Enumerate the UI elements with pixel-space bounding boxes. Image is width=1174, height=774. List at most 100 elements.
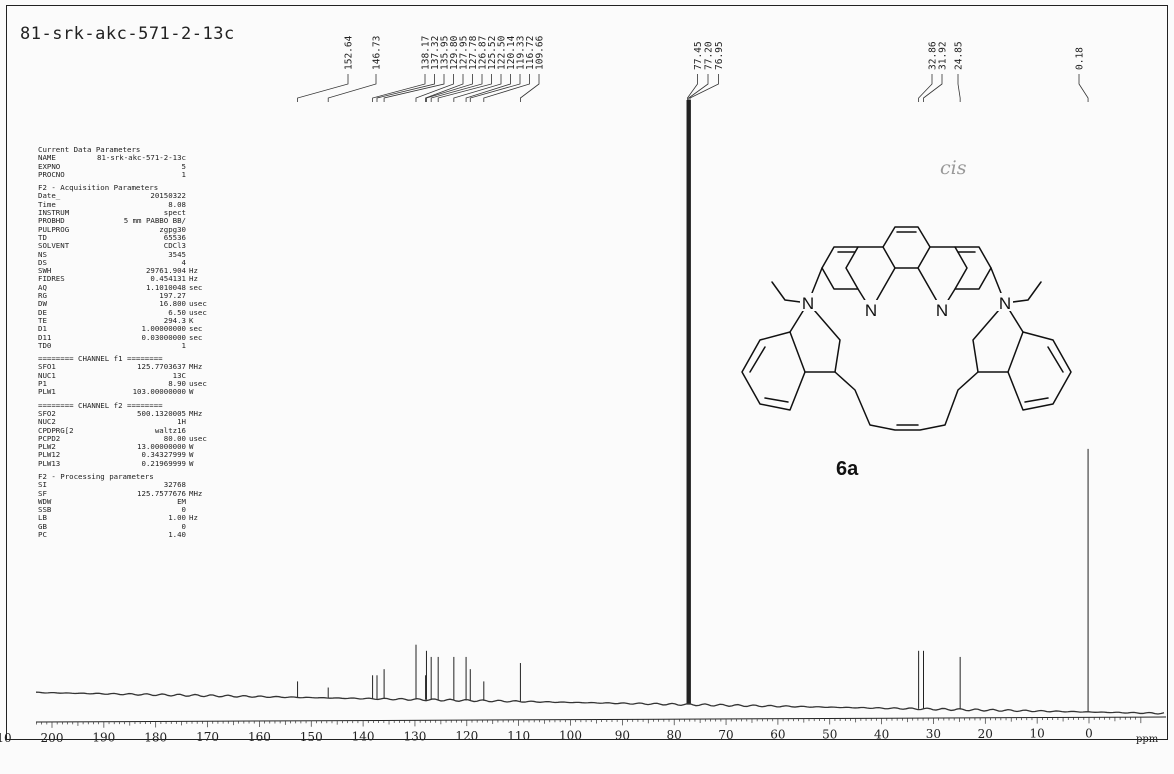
param-key: PLW12 [38,450,61,460]
indole-right-pyrrole [972,302,1024,373]
param-value: 65536 [163,232,186,242]
param-value: 32768 [163,480,186,490]
axis-tick-label-11: 100 [559,729,582,743]
param-value: 125.7703637 [137,362,186,372]
peak-label-3: 137.32 [430,36,441,70]
param-row-gb: GB 0 [38,521,219,531]
param-unit: W [189,387,194,397]
param-value: 0.03000000 [141,332,187,342]
peak-label-17: 76.95 [714,41,725,70]
param-value: 197.27 [159,291,186,301]
axis-tick-label-7: 140 [352,730,375,744]
param-key: PLW2 [38,442,56,452]
param-row-nuc2: NUC2 1H [38,417,219,426]
param-key: PC [38,530,47,540]
param-unit: MHz [189,408,203,418]
param-value: 1 [181,169,186,179]
param-row-pulprog: PULPROG zgpg30 [38,224,219,234]
peak-leader-9 [437,74,492,102]
param-row-si: SI 32768 [38,480,219,490]
param-row-name: NAME 81-srk-akc-571-2-13c [38,153,219,162]
param-key: SSB [38,505,52,515]
param-row-p1: P1 8.90 usec [38,379,219,389]
peak-label-8: 126.87 [478,36,489,70]
nitrogen-atom-label-3: N [999,294,1011,313]
peak-leader-19 [923,74,943,102]
current-params-list: NAME 81-srk-akc-571-2-13c EXPNO 5 PROCNO 1 [38,153,219,179]
channel-f1-header: ======== CHANNEL f1 ======== [38,354,163,364]
param-row-plw12: PLW12 0.34327999 W [38,450,219,460]
param-key: PULPROG [38,224,70,234]
param-unit: usec [189,379,207,389]
peak-label-21: 0.18 [1075,47,1086,70]
param-key: CPDPRG[2 [38,425,74,435]
param-key: SI [38,480,47,490]
param-key: PROBHD [38,216,65,226]
param-row-ds: DS 4 [38,257,219,267]
handwritten-cis-note: cis [940,157,967,179]
param-value: 1.00000000 [141,324,187,334]
param-unit: usec [189,299,207,309]
param-key: DS [38,257,47,267]
param-key: GB [38,521,47,531]
param-row-expno: EXPNO 5 [38,161,219,171]
param-key: P1 [38,379,47,389]
param-key: Time [38,199,56,209]
param-key: PCPD2 [38,433,61,443]
nitrogen-atom-label-1: N [936,301,948,320]
param-row-sfo2: SFO2 500.1320005 MHz [38,408,219,418]
axis-tick-label-9: 120 [455,729,478,743]
axis-tick-label-14: 70 [718,728,733,742]
param-unit: W [189,442,194,452]
channel-f1-list: SFO1 125.7703637 MHz NUC1 13C P1 8.90 usec PLW1 1… [38,363,219,396]
param-value: 125.7577676 [137,488,186,498]
param-unit: usec [189,433,207,443]
param-key: PLW1 [38,387,56,397]
nitrogen-atom-label-0: N [865,301,877,320]
param-value: 500.1320005 [137,408,186,418]
param-value: 0.454131 [150,274,186,284]
param-value: 16.800 [159,299,186,309]
param-unit: MHz [189,488,203,498]
indole-right-benzene-inner [1024,346,1064,403]
peak-label-6: 127.95 [459,36,470,70]
axis-tick-label-15: 60 [770,728,785,742]
phenanthroline-central-ring [882,226,931,269]
param-value: zgpg30 [159,224,186,234]
axis-line [35,716,1167,723]
axis-tick-label-3: 180 [144,730,167,744]
param-key: SWH [38,266,52,276]
param-unit: Hz [189,266,198,276]
axis-tick-label-13: 80 [667,728,682,742]
channel-f2-list: SFO2 500.1320005 MHz NUC2 1H CPDPRG[2 waltz16 P… [38,408,219,468]
param-value: 3545 [168,249,186,259]
param-unit: sec [189,282,203,292]
molecule-6a-structure [741,226,1072,431]
param-row-td: TD 65536 [38,232,219,242]
param-row-plw13: PLW13 0.21969999 W [38,459,219,468]
param-key: EXPNO [38,161,61,171]
axis-tick-label-18: 30 [926,727,941,741]
param-value: 13.00000000 [137,442,186,452]
param-row-solvent: SOLVENT CDCl3 [38,241,219,251]
param-row-lb: LB 1.00 Hz [38,514,219,523]
peak-label-19: 31.92 [938,41,949,70]
param-key: SOLVENT [38,241,70,251]
peak-leader-10 [453,74,502,102]
param-row-dw: DW 16.800 usec [38,299,219,309]
atom-label-bg [863,300,879,318]
peak-leader-4 [383,74,445,102]
channel-f2-header: ======== CHANNEL f2 ======== [38,400,163,410]
peak-label-5: 129.80 [449,35,460,70]
param-value: 0 [181,521,186,531]
peak-label-2: 138.17 [421,36,432,70]
param-row-wdw: WDW EM [38,497,219,506]
param-key: NS [38,249,47,259]
param-key: TD0 [38,340,52,350]
peak-label-18: 32.86 [928,41,939,70]
param-value: 8.90 [168,379,186,389]
indole-right-benzene [1007,331,1072,411]
param-key: DW [38,299,47,309]
acquisition-parameters-block: Current Data Parameters NAME 81-srk-akc-5… [38,145,219,540]
